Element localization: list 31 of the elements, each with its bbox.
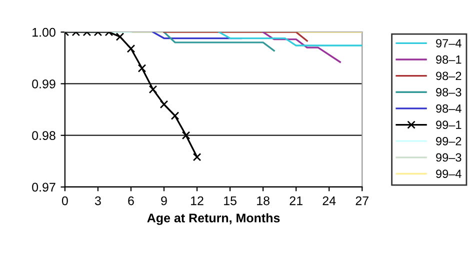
point [138, 64, 146, 72]
x-tick-label: 0 [62, 196, 68, 206]
x-axis-title: Age at Return, Months [147, 213, 280, 225]
y-tick-label: 0.99 [32, 80, 56, 88]
y-tick-label: 0.98 [32, 131, 56, 140]
x-tick-label: 15 [224, 196, 236, 206]
point [148, 85, 158, 94]
legend-label: 98–3 [436, 88, 462, 96]
legend-label: 98–2 [436, 72, 462, 80]
legend-label: 98–1 [436, 55, 462, 64]
legend-label: 99–4 [436, 170, 462, 178]
y-tick-label: 0.97 [32, 182, 56, 192]
point [160, 100, 168, 109]
point [182, 131, 190, 140]
y-tick-label: 1.00 [32, 28, 56, 37]
x-tick-label: 6 [128, 196, 134, 206]
point [192, 152, 202, 162]
legend-label: 99–3 [436, 153, 462, 162]
legend-label: 99–2 [436, 136, 462, 146]
legend-label: 98–4 [436, 104, 462, 113]
point [170, 112, 180, 120]
x-tick-label: 12 [191, 196, 204, 206]
x-tick-label: 18 [257, 196, 270, 206]
line-series [262, 32, 341, 63]
x-tick-label: 27 [356, 196, 368, 206]
legend-label: 97–4 [436, 39, 462, 48]
legend-label: 99–1 [436, 120, 462, 130]
x-tick-label: 3 [94, 196, 101, 206]
x-tick-label: 21 [290, 196, 302, 206]
x-tick-label: 24 [322, 196, 336, 206]
x-tick-label: 9 [161, 196, 167, 206]
